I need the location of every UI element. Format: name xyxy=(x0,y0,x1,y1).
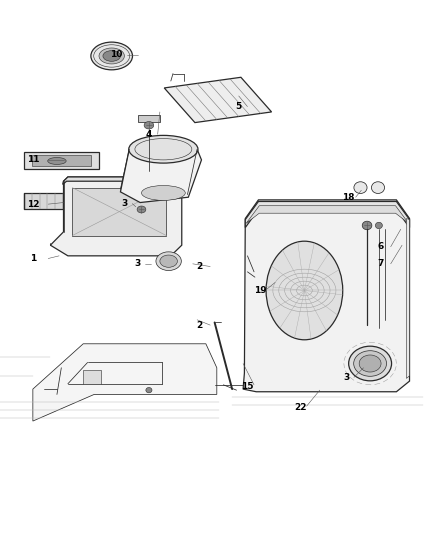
Text: 18: 18 xyxy=(342,193,354,201)
Ellipse shape xyxy=(156,252,181,271)
Polygon shape xyxy=(138,115,160,122)
Polygon shape xyxy=(24,152,99,169)
Polygon shape xyxy=(246,206,409,223)
Text: 6: 6 xyxy=(378,243,384,251)
Polygon shape xyxy=(32,155,91,166)
Text: 3: 3 xyxy=(343,373,349,382)
Text: 19: 19 xyxy=(254,286,267,295)
Text: 1: 1 xyxy=(30,254,36,263)
Ellipse shape xyxy=(349,346,392,381)
Text: 12: 12 xyxy=(27,200,39,208)
Text: 22: 22 xyxy=(294,403,306,412)
Text: 4: 4 xyxy=(146,130,152,139)
Polygon shape xyxy=(24,193,94,209)
Polygon shape xyxy=(63,177,182,191)
Ellipse shape xyxy=(137,206,146,213)
Ellipse shape xyxy=(144,122,154,129)
Polygon shape xyxy=(243,200,410,392)
Ellipse shape xyxy=(91,42,132,70)
Ellipse shape xyxy=(354,351,387,376)
Text: 11: 11 xyxy=(27,156,39,164)
Ellipse shape xyxy=(362,221,372,230)
Text: 3: 3 xyxy=(135,260,141,268)
Polygon shape xyxy=(83,370,101,384)
Polygon shape xyxy=(406,219,410,378)
Ellipse shape xyxy=(160,255,177,268)
Ellipse shape xyxy=(266,241,343,340)
Ellipse shape xyxy=(103,51,120,61)
Polygon shape xyxy=(245,201,410,228)
Ellipse shape xyxy=(354,182,367,193)
Text: 10: 10 xyxy=(110,51,122,59)
Text: 7: 7 xyxy=(378,260,384,268)
Ellipse shape xyxy=(146,387,152,393)
Ellipse shape xyxy=(359,355,381,372)
Text: 2: 2 xyxy=(196,321,202,329)
Polygon shape xyxy=(120,149,201,203)
Text: 3: 3 xyxy=(122,199,128,208)
Ellipse shape xyxy=(141,185,185,200)
Ellipse shape xyxy=(375,222,382,229)
Text: 15: 15 xyxy=(241,382,254,391)
Polygon shape xyxy=(50,177,182,256)
Polygon shape xyxy=(72,188,166,236)
Ellipse shape xyxy=(48,158,66,164)
Ellipse shape xyxy=(371,182,385,193)
Polygon shape xyxy=(33,344,217,421)
Text: 5: 5 xyxy=(236,102,242,111)
Ellipse shape xyxy=(129,135,198,163)
Polygon shape xyxy=(164,77,272,123)
Text: 2: 2 xyxy=(196,262,202,271)
Ellipse shape xyxy=(99,48,124,64)
